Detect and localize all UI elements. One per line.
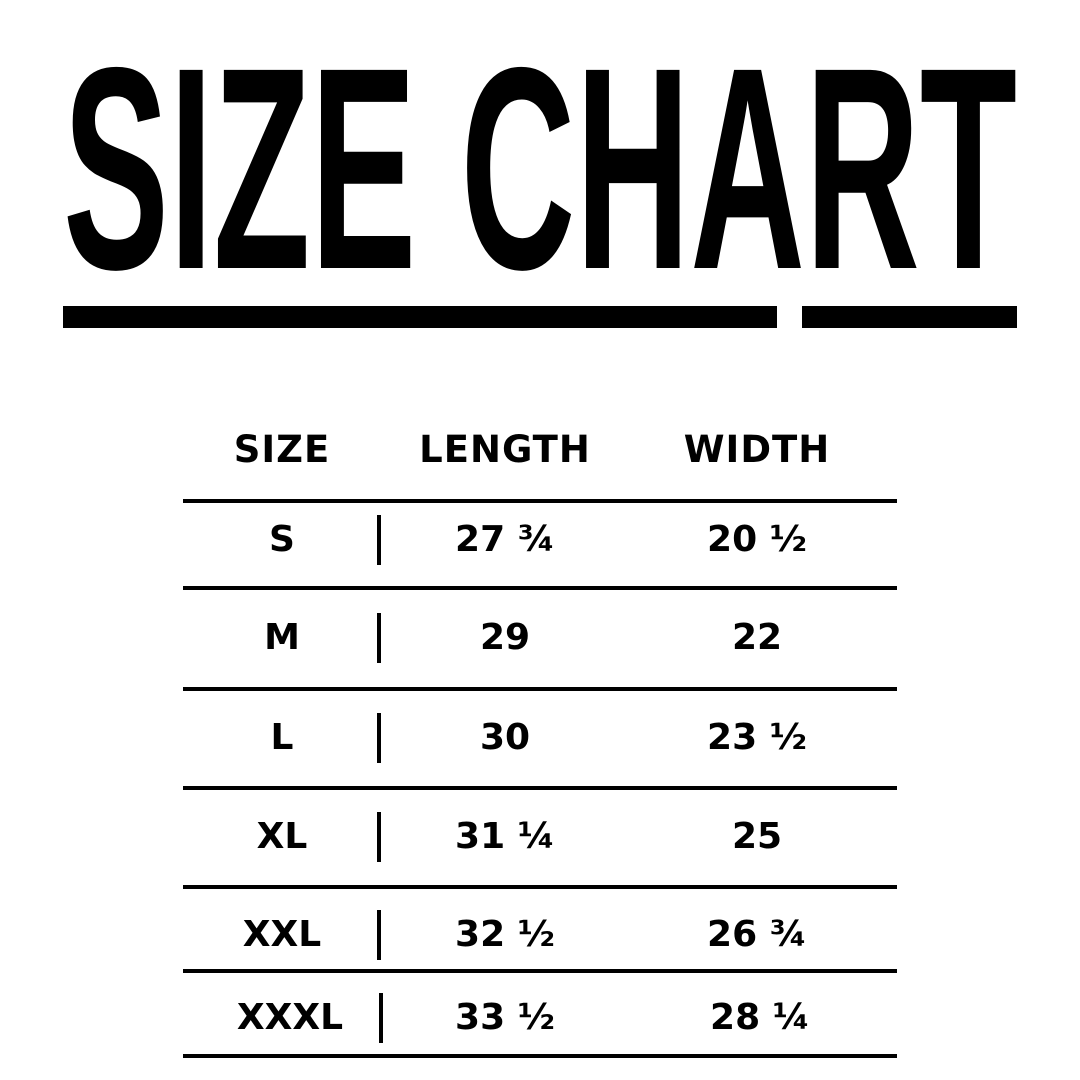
cell-size: M xyxy=(264,617,300,658)
cell-length: 30 xyxy=(479,717,531,758)
cell-size: S xyxy=(269,519,295,560)
title-graphic: SIZE CHART xyxy=(63,8,1017,300)
cell-length: 29 xyxy=(479,617,531,658)
header-size: SIZE xyxy=(233,428,331,471)
column-separator xyxy=(377,713,381,763)
page-title: SIZE CHART xyxy=(63,8,1017,300)
cell-size: XXXL xyxy=(236,997,344,1038)
column-separator xyxy=(377,515,381,565)
column-separator xyxy=(377,613,381,663)
cell-size: L xyxy=(270,717,294,758)
title-underline-long xyxy=(63,306,777,328)
cell-length: 27 ¾ xyxy=(455,519,555,560)
row-divider xyxy=(183,499,897,503)
cell-width: 23 ½ xyxy=(707,717,807,758)
cell-length: 32 ½ xyxy=(455,914,555,955)
column-separator xyxy=(379,993,383,1043)
cell-width: 22 xyxy=(731,617,783,658)
cell-width: 26 ¾ xyxy=(707,914,807,955)
header-length: LENGTH xyxy=(419,428,591,471)
row-divider xyxy=(183,586,897,590)
row-divider xyxy=(183,1054,897,1058)
column-separator xyxy=(377,910,381,960)
column-separator xyxy=(377,812,381,862)
row-divider xyxy=(183,786,897,790)
title-underline-short xyxy=(802,306,1017,328)
cell-width: 20 ½ xyxy=(707,519,807,560)
cell-length: 33 ½ xyxy=(455,997,555,1038)
cell-width: 28 ¼ xyxy=(710,997,810,1038)
cell-width: 25 xyxy=(731,816,783,857)
cell-size: XL xyxy=(256,816,308,857)
row-divider xyxy=(183,687,897,691)
header-width: WIDTH xyxy=(683,428,831,471)
row-divider xyxy=(183,969,897,973)
row-divider xyxy=(183,885,897,889)
cell-size: XXL xyxy=(242,914,322,955)
cell-length: 31 ¼ xyxy=(455,816,555,857)
